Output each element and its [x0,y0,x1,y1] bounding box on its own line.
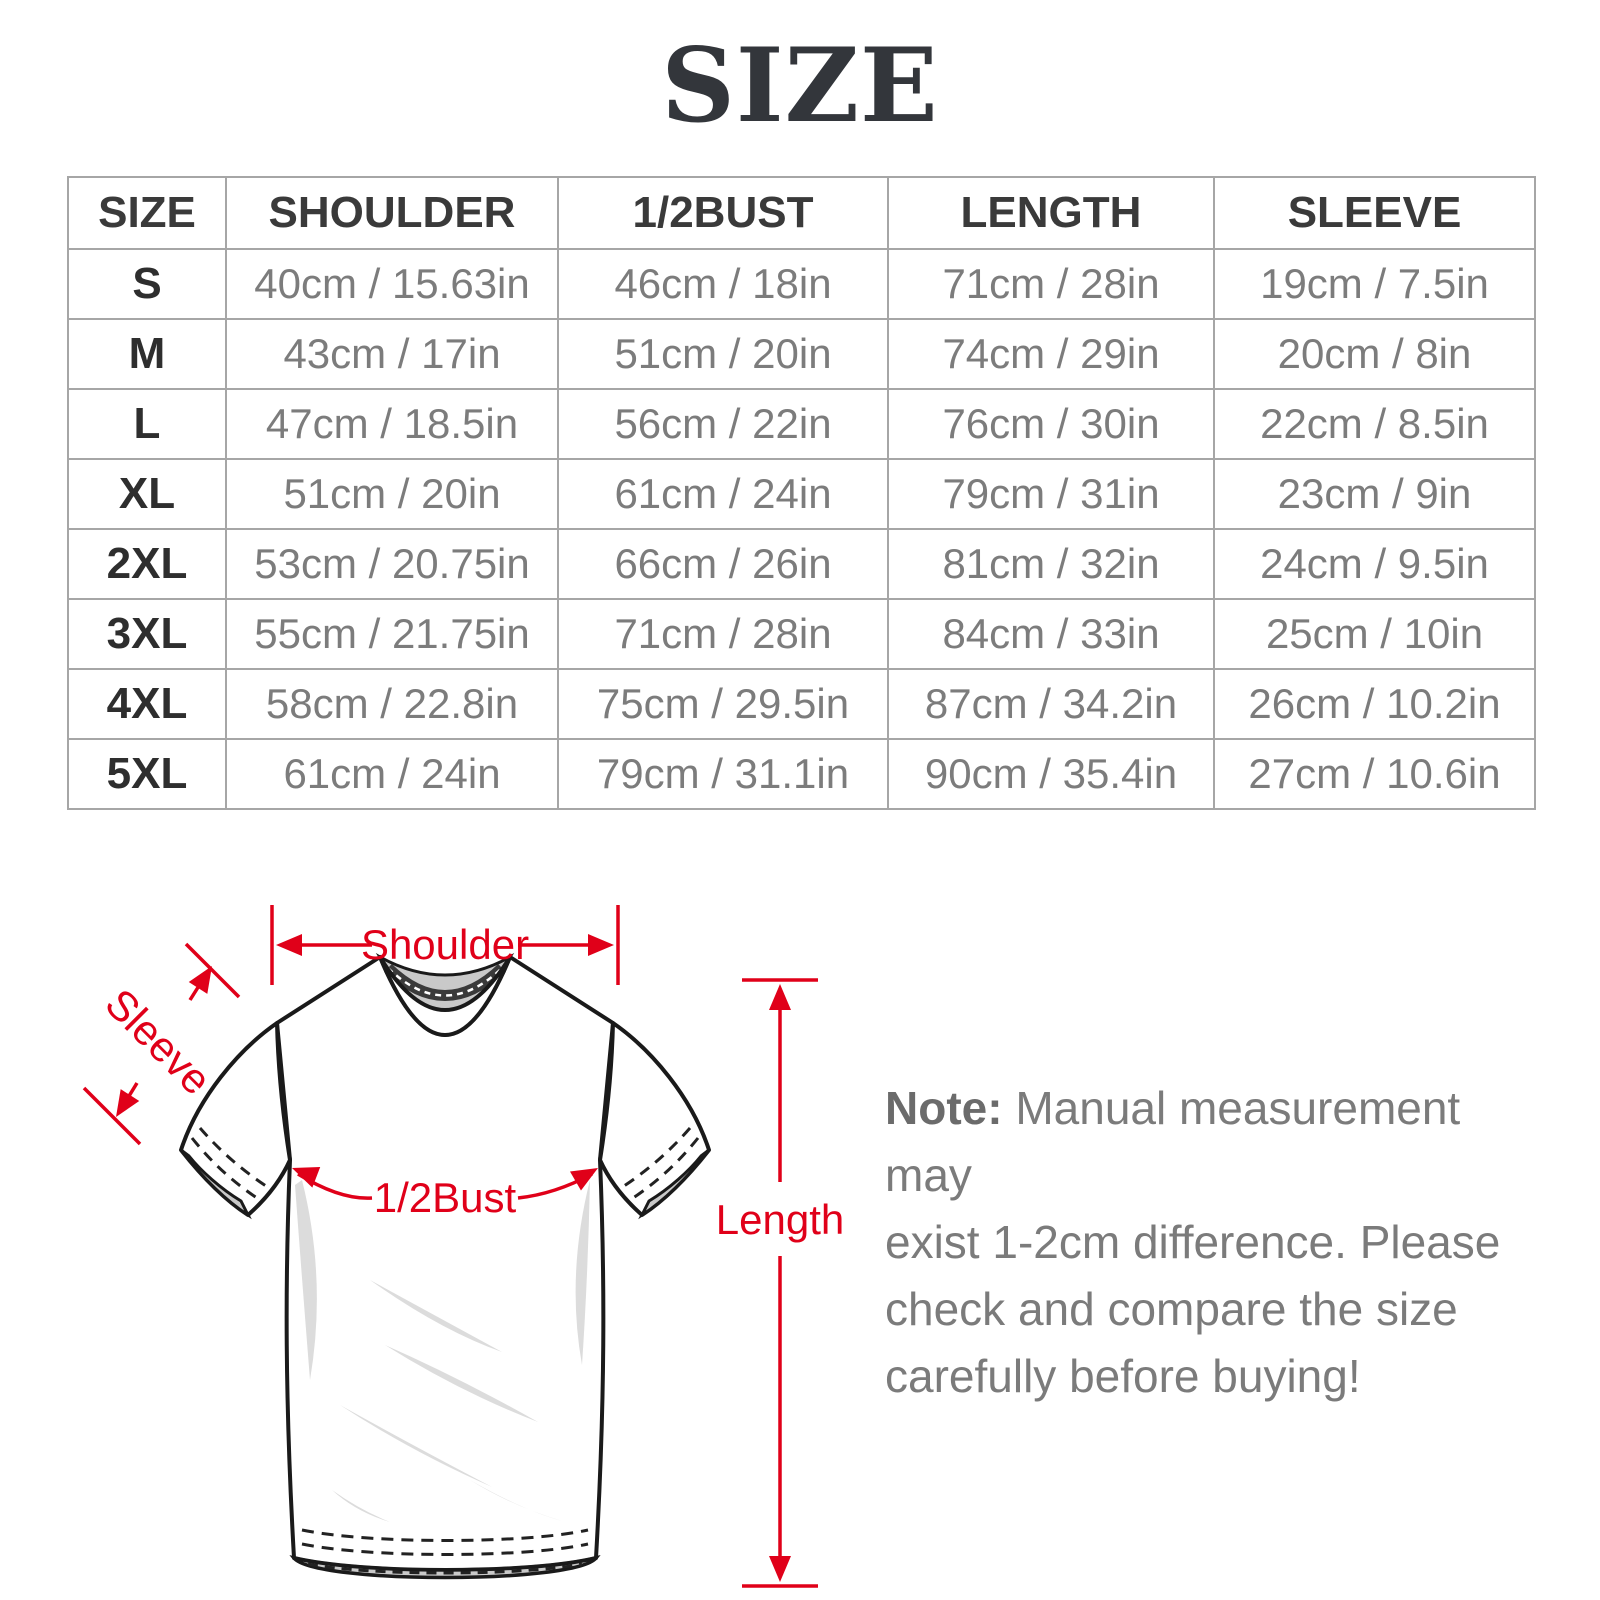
cell-size: S [67,248,227,320]
cell-length: 79cm / 31in [887,458,1215,530]
table-row: 4XL 58cm / 22.8in 75cm / 29.5in 87cm / 3… [67,668,1536,740]
wrinkle-shading [295,1180,590,1522]
table-row: 2XL 53cm / 20.75in 66cm / 26in 81cm / 32… [67,528,1536,600]
measurement-note: Note: Manual measurement may exist 1-2cm… [885,1075,1520,1410]
cell-shoulder: 58cm / 22.8in [225,668,559,740]
cell-size: 2XL [67,528,227,600]
cell-bust: 79cm / 31.1in [557,738,889,810]
cell-shoulder: 53cm / 20.75in [225,528,559,600]
cell-bust: 56cm / 22in [557,388,889,460]
note-line: check and compare the size [885,1283,1458,1335]
cell-bust: 51cm / 20in [557,318,889,390]
note-text: Manual measurement may [885,1082,1461,1201]
shoulder-arrow-icon [270,905,620,985]
page-title: SIZE [661,26,939,146]
table-row: S 40cm / 15.63in 46cm / 18in 71cm / 28in… [67,248,1536,320]
cell-sleeve: 19cm / 7.5in [1213,248,1536,320]
length-arrow-icon [742,978,818,1588]
cell-sleeve: 24cm / 9.5in [1213,528,1536,600]
cell-bust: 71cm / 28in [557,598,889,670]
note-line: carefully before buying! [885,1350,1361,1402]
cell-size: XL [67,458,227,530]
cell-shoulder: 47cm / 18.5in [225,388,559,460]
cell-sleeve: 26cm / 10.2in [1213,668,1536,740]
table-row: M 43cm / 17in 51cm / 20in 74cm / 29in 20… [67,318,1536,390]
cell-bust: 61cm / 24in [557,458,889,530]
header-length: LENGTH [887,176,1215,250]
tshirt-measurement-diagram: Shoulder Sleeve 1/2Bust Length [82,905,844,1588]
table-row: 3XL 55cm / 21.75in 71cm / 28in 84cm / 33… [67,598,1536,670]
bust-label: 1/2Bust [374,1174,517,1221]
cell-length: 74cm / 29in [887,318,1215,390]
sleeve-stitches [190,1127,700,1202]
table-row: XL 51cm / 20in 61cm / 24in 79cm / 31in 2… [67,458,1536,530]
note-label: Note: [885,1082,1003,1134]
bust-arrow-icon [292,1167,598,1200]
cell-length: 76cm / 30in [887,388,1215,460]
cell-sleeve: 22cm / 8.5in [1213,388,1536,460]
sleeve-arrow-icon [82,942,241,1146]
cell-sleeve: 20cm / 8in [1213,318,1536,390]
cell-sleeve: 23cm / 9in [1213,458,1536,530]
tshirt-icon [179,952,711,1580]
cell-sleeve: 27cm / 10.6in [1213,738,1536,810]
cell-length: 90cm / 35.4in [887,738,1215,810]
cell-length: 87cm / 34.2in [887,668,1215,740]
cell-bust: 75cm / 29.5in [557,668,889,740]
cell-shoulder: 55cm / 21.75in [225,598,559,670]
cell-size: 4XL [67,668,227,740]
shoulder-label: Shoulder [361,921,529,968]
cell-bust: 66cm / 26in [557,528,889,600]
cell-sleeve: 25cm / 10in [1213,598,1536,670]
header-size: SIZE [67,176,227,250]
cell-shoulder: 43cm / 17in [225,318,559,390]
cell-shoulder: 51cm / 20in [225,458,559,530]
table-row: 5XL 61cm / 24in 79cm / 31.1in 90cm / 35.… [67,738,1536,810]
cell-size: M [67,318,227,390]
measurement-annotations: Shoulder Sleeve 1/2Bust Length [82,905,844,1588]
table-header-row: SIZE SHOULDER 1/2BUST LENGTH SLEEVE [67,176,1536,250]
cell-size: 3XL [67,598,227,670]
cell-shoulder: 61cm / 24in [225,738,559,810]
cell-shoulder: 40cm / 15.63in [225,248,559,320]
header-shoulder: SHOULDER [225,176,559,250]
hem-stitches [301,1528,589,1556]
cell-size: 5XL [67,738,227,810]
cell-length: 84cm / 33in [887,598,1215,670]
header-bust: 1/2BUST [557,176,889,250]
table-row: L 47cm / 18.5in 56cm / 22in 76cm / 30in … [67,388,1536,460]
cell-length: 81cm / 32in [887,528,1215,600]
size-table: SIZE SHOULDER 1/2BUST LENGTH SLEEVE S 40… [67,176,1536,810]
header-sleeve: SLEEVE [1213,176,1536,250]
note-line: exist 1-2cm difference. Please [885,1216,1501,1268]
length-label: Length [716,1196,844,1243]
note-line: Note: Manual measurement may [885,1075,1520,1209]
cell-length: 71cm / 28in [887,248,1215,320]
cell-bust: 46cm / 18in [557,248,889,320]
cell-size: L [67,388,227,460]
sleeve-label: Sleeve [96,980,220,1104]
